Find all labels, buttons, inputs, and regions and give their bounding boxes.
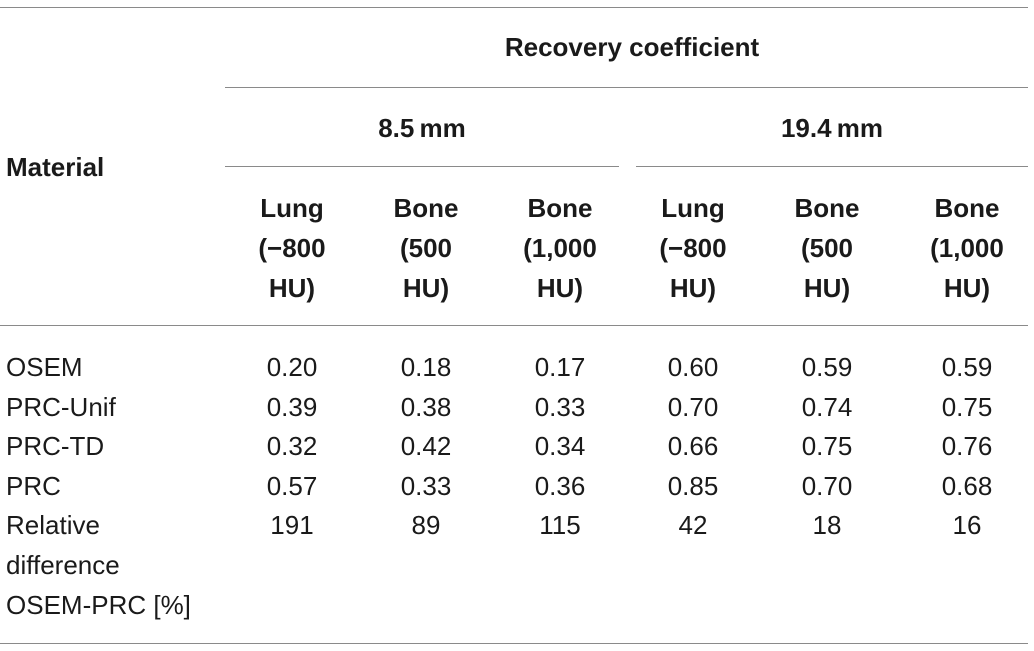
table-cell: 191: [270, 510, 314, 540]
table-cell: 0.60: [667, 352, 719, 382]
row-label: Relative: [6, 510, 100, 540]
table-cell: 0.68: [941, 471, 993, 501]
table-cell: 89: [411, 510, 441, 540]
table-cell: 0.39: [266, 392, 318, 422]
bottom-rule: [0, 643, 1028, 644]
table-cell: 16: [952, 510, 982, 540]
table-cell: 0.17: [534, 352, 586, 382]
table-cell: 115: [539, 510, 581, 540]
table-cell: 0.20: [266, 352, 318, 382]
table-cell: 0.76: [941, 431, 993, 461]
row-label: PRC-TD: [6, 431, 105, 461]
table-cell: 0.42: [400, 431, 452, 461]
table-cell: 0.75: [941, 392, 993, 422]
column-header: Bone (500 HU): [393, 193, 459, 303]
row-header: Material: [6, 152, 105, 182]
table-cell: 0.75: [801, 431, 853, 461]
group-header: Recovery coefficient: [504, 32, 760, 62]
column-header: Lung (−800 HU): [659, 193, 727, 303]
column-header: Bone (1,000 HU): [930, 193, 1004, 303]
top-rule: [0, 7, 1028, 8]
table-cell: 0.33: [534, 392, 586, 422]
table-cell: 0.57: [266, 471, 318, 501]
header-bottom-rule: [0, 325, 1028, 326]
size-group-label-2: 19.4 mm: [780, 113, 884, 143]
size-group-rule-1: [225, 166, 619, 167]
table-cell: 42: [678, 510, 708, 540]
column-header: Bone (500 HU): [794, 193, 860, 303]
row-label: difference: [6, 550, 120, 580]
column-header: Lung (−800 HU): [258, 193, 326, 303]
table-cell: 0.70: [667, 392, 719, 422]
table-cell: 0.59: [801, 352, 853, 382]
table-cell: 0.38: [400, 392, 452, 422]
table-cell: 0.59: [941, 352, 993, 382]
table-cell: 0.32: [266, 431, 318, 461]
table-cell: 0.18: [400, 352, 452, 382]
size-group-rule-2: [636, 166, 1028, 167]
table-cell: 18: [812, 510, 842, 540]
size-group-label-1: 8.5 mm: [378, 113, 466, 143]
row-label: PRC: [6, 471, 61, 501]
row-label: OSEM-PRC [%]: [6, 590, 191, 620]
table-cell: 0.33: [400, 471, 452, 501]
column-header: Bone (1,000 HU): [523, 193, 597, 303]
row-label: OSEM: [6, 352, 83, 382]
table-cell: 0.85: [667, 471, 719, 501]
table-cell: 0.66: [667, 431, 719, 461]
table-cell: 0.70: [801, 471, 853, 501]
group-header-rule: [225, 87, 1028, 88]
table-cell: 0.74: [801, 392, 853, 422]
row-label: PRC-Unif: [6, 392, 116, 422]
table-cell: 0.34: [534, 431, 586, 461]
table-cell: 0.36: [534, 471, 586, 501]
